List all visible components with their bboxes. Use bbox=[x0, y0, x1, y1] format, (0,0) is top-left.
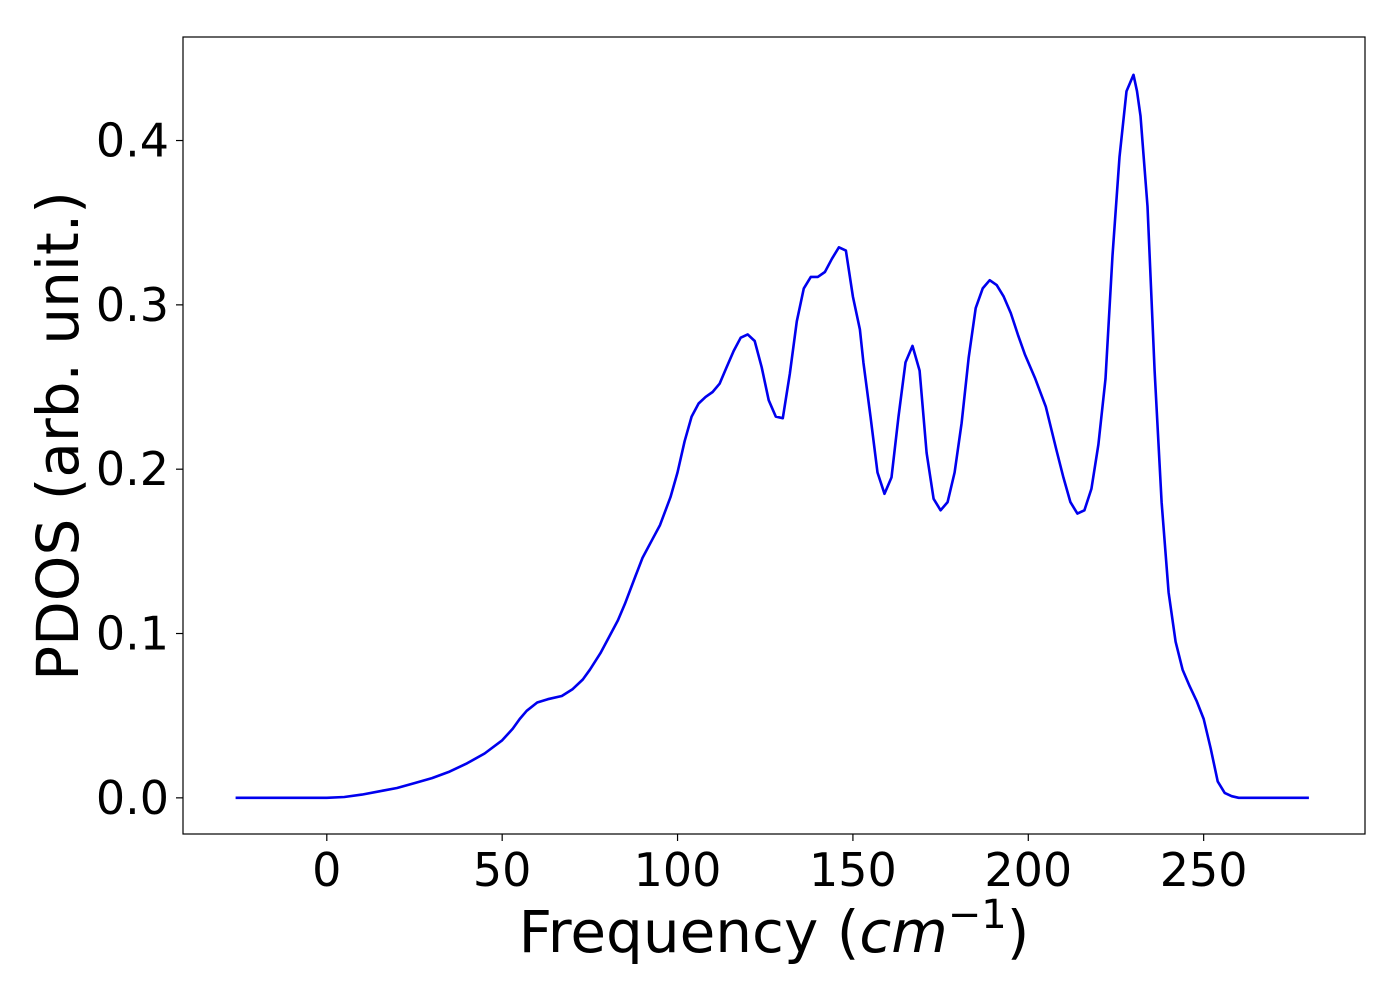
y-tick-label: 0.4 bbox=[96, 114, 169, 168]
y-axis-ticks: 0.0 0.1 0.2 0.3 0.4 bbox=[96, 114, 183, 825]
plot-frame bbox=[182, 36, 1366, 835]
x-axis-label-suffix: ) bbox=[1007, 898, 1030, 966]
x-tick-label: 0 bbox=[312, 843, 341, 897]
x-axis-label-math: cm bbox=[859, 898, 947, 966]
x-tick-label: 200 bbox=[984, 843, 1072, 897]
y-tick-label: 0.2 bbox=[96, 442, 169, 496]
x-tick-label: 150 bbox=[809, 843, 897, 897]
x-tick-label: 100 bbox=[634, 843, 722, 897]
plot-line-layer bbox=[235, 73, 1309, 800]
x-tick-label: 50 bbox=[473, 843, 532, 897]
y-tick-label: 0.3 bbox=[96, 278, 169, 332]
y-tick-label: 0.0 bbox=[96, 771, 169, 825]
series-line-0 bbox=[235, 73, 1309, 800]
y-axis-label: PDOS (arb. unit.) bbox=[24, 191, 92, 681]
x-axis-label-superscript: −1 bbox=[948, 892, 1007, 938]
x-tick-label: 250 bbox=[1160, 843, 1248, 897]
y-tick-label: 0.1 bbox=[96, 607, 169, 661]
x-axis-label-prefix: Frequency ( bbox=[519, 898, 860, 966]
x-axis-ticks: 0 50 100 150 200 250 bbox=[312, 834, 1248, 897]
x-axis-label: Frequency (cm−1) bbox=[519, 892, 1030, 966]
